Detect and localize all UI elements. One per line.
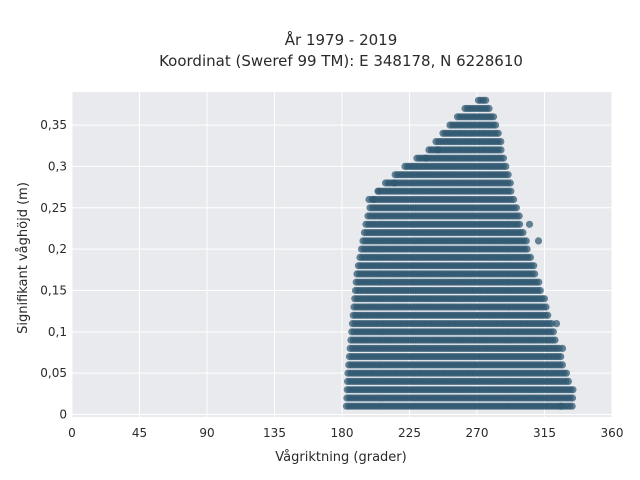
data-point	[494, 129, 502, 137]
data-point	[525, 220, 534, 228]
data-point	[544, 311, 552, 319]
y-axis-ticks: 0 0,05 0,1 0,15 0,2 0,25 0,3 0,35	[40, 118, 67, 421]
x-tick-label: 180	[331, 426, 354, 440]
x-tick-label: 45	[132, 426, 147, 440]
data-point	[499, 154, 507, 162]
x-tick-label: 315	[533, 426, 556, 440]
data-point	[522, 237, 530, 245]
x-axis-label: Vågriktning (grader)	[275, 450, 406, 465]
data-point	[509, 195, 518, 204]
data-point	[516, 220, 524, 228]
data-point	[564, 377, 573, 385]
data-point	[562, 369, 571, 377]
data-point	[502, 162, 510, 170]
data-point	[485, 104, 493, 113]
chart-title-line2: Koordinat (Sweref 99 TM): E 348178, N 62…	[159, 52, 523, 70]
data-point	[504, 171, 512, 179]
y-tick-label: 0,15	[40, 283, 67, 297]
data-point	[531, 270, 539, 278]
x-tick-label: 360	[601, 426, 624, 440]
data-point	[390, 179, 399, 187]
y-tick-label: 0,25	[40, 201, 67, 215]
data-point	[523, 245, 531, 253]
data-point	[365, 195, 373, 204]
data-point	[482, 96, 490, 104]
y-tick-label: 0,3	[48, 159, 67, 173]
data-point	[549, 328, 558, 336]
data-point	[374, 187, 382, 195]
data-point	[551, 336, 559, 344]
data-point	[489, 113, 498, 121]
data-point	[534, 237, 543, 245]
data-point	[540, 295, 549, 303]
data-point	[552, 320, 561, 328]
data-point	[526, 253, 535, 261]
data-point	[519, 229, 527, 237]
x-tick-label: 0	[68, 426, 76, 440]
data-point	[557, 353, 565, 361]
data-point	[530, 262, 538, 270]
x-axis-ticks: 0 45 90 135 180 225 270 315 360	[68, 426, 623, 440]
x-tick-label: 225	[398, 426, 421, 440]
data-point	[568, 402, 576, 410]
data-point	[536, 286, 544, 295]
data-point	[515, 212, 523, 220]
data-point	[492, 121, 500, 129]
y-tick-label: 0	[59, 408, 67, 422]
data-point	[542, 303, 550, 311]
y-axis-label: Signifikant våghöjd (m)	[16, 182, 31, 334]
data-point	[558, 361, 567, 369]
y-tick-label: 0,1	[48, 325, 67, 339]
x-tick-label: 135	[263, 426, 286, 440]
data-point	[506, 179, 514, 187]
data-point	[535, 278, 543, 286]
data-point	[497, 146, 505, 154]
data-point	[497, 138, 505, 146]
data-point	[422, 154, 430, 162]
data-point	[569, 386, 577, 394]
data-point	[507, 187, 515, 195]
y-tick-label: 0,2	[48, 242, 67, 256]
y-tick-label: 0,05	[40, 366, 67, 380]
data-point	[512, 204, 521, 212]
x-tick-label: 270	[466, 426, 489, 440]
data-point	[568, 394, 577, 402]
data-point	[434, 146, 442, 154]
data-points	[342, 96, 577, 410]
x-tick-label: 90	[199, 426, 214, 440]
data-point	[558, 344, 567, 352]
chart-title-line1: År 1979 - 2019	[285, 30, 398, 49]
y-tick-label: 0,35	[40, 118, 67, 132]
data-point	[557, 402, 565, 410]
